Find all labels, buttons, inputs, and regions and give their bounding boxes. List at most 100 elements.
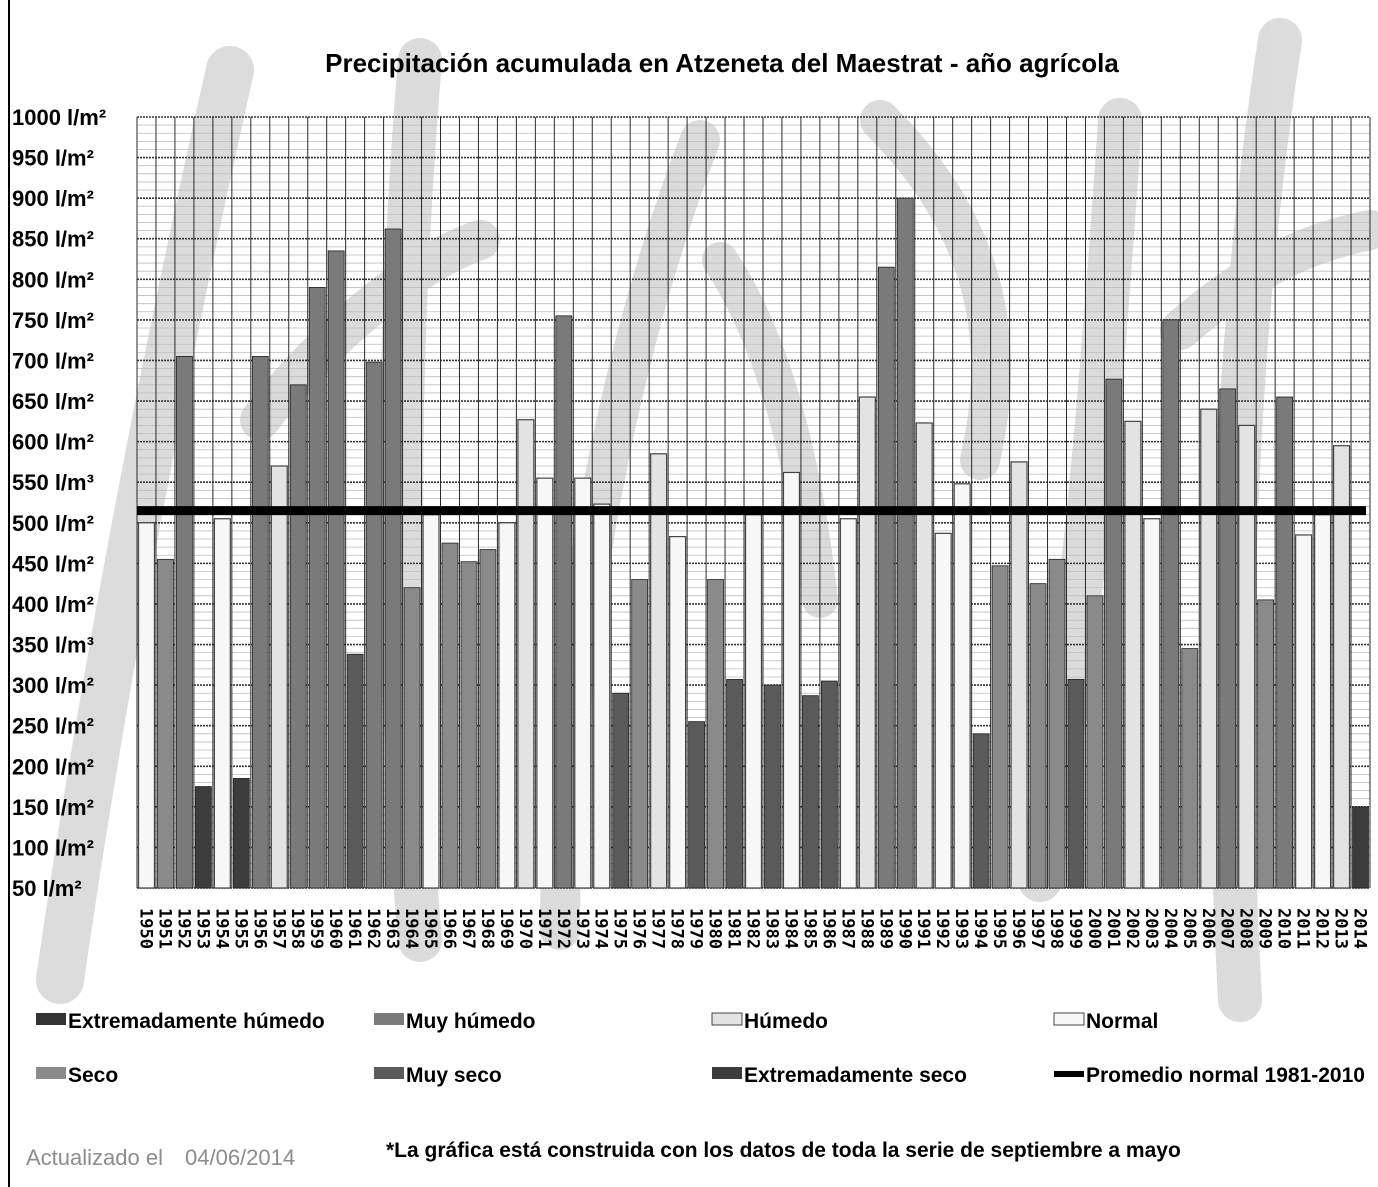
y-tick-label: 550 l/m³ [12,470,94,495]
x-tick-label: 1975 [610,908,630,949]
bar-1981 [726,679,743,889]
x-tick-label: 1978 [667,908,687,949]
bar-2006 [1200,408,1218,889]
x-tick-label: 1962 [363,908,383,949]
x-tick-label: 2012 [1312,908,1332,949]
y-tick-label: 850 l/m² [12,227,94,252]
x-tick-label: 1960 [325,908,345,949]
y-tick-label: 450 l/m² [12,551,94,576]
x-tick-label: 2009 [1255,908,1275,949]
bar-2013 [1332,445,1351,889]
bar-1973 [574,477,592,889]
x-tick-label: 2000 [1084,908,1104,949]
bar-1964 [403,587,421,889]
bar-1987 [839,518,857,889]
bar-2009 [1257,599,1275,889]
x-tick-label: 1994 [970,908,990,949]
bar-1950 [137,522,156,889]
category-grid-lines [136,117,1371,888]
bar-1974 [593,503,611,889]
x-tick-label: 1993 [951,908,971,949]
y-tick-label: 900 l/m² [12,186,94,211]
x-tick-label: 2005 [1179,908,1199,949]
bar-1980 [707,579,724,889]
x-tick-label: 2001 [1103,908,1123,949]
x-tick-label: 1984 [780,908,800,949]
legend-label: Extremadamente seco [744,1064,967,1087]
bar-2001 [1105,378,1123,889]
x-tick-label: 2003 [1141,908,1161,949]
bar-1982 [744,514,763,889]
legend-swatch [374,1067,404,1079]
bar-1992 [934,532,952,889]
x-tick-label: 1953 [192,908,212,949]
x-tick-label: 1992 [932,908,952,949]
updated-date: 04/06/2014 [185,1145,295,1170]
y-tick-label: 300 l/m² [12,673,94,698]
bar-1951 [157,558,174,889]
x-tick-label: 1990 [894,908,914,949]
bar-1993 [953,483,971,889]
bar-1975 [612,692,630,889]
y-tick-label: 800 l/m² [12,267,94,292]
y-tick-label: 50 l/m² [12,876,82,901]
bar-1999 [1067,679,1085,889]
bar-1978 [669,535,687,889]
bar-2003 [1143,518,1161,889]
bar-1962 [365,361,383,889]
bar-1991 [915,422,933,889]
x-tick-label: 1988 [856,908,876,949]
x-tick-label: 2008 [1236,908,1256,949]
x-tick-label: 1989 [875,908,895,949]
bar-1994 [972,733,990,889]
x-tick-label: 1964 [401,908,421,949]
bar-2000 [1086,595,1104,889]
x-axis-tick-labels: 1950195119521953195419551956195719581959… [135,908,1369,949]
x-tick-label: 1991 [913,908,933,949]
bar-1969 [498,522,516,889]
x-tick-label: 2011 [1293,908,1313,949]
legend-label: Húmedo [744,1010,828,1033]
bar-1977 [650,453,668,889]
x-tick-label: 1974 [591,908,611,949]
x-tick-label: 1971 [534,908,554,949]
bar-2005 [1181,648,1199,889]
bar-1958 [289,384,307,889]
x-tick-label: 1963 [382,908,402,949]
y-tick-label: 200 l/m² [12,754,94,779]
bar-2012 [1314,514,1332,889]
y-axis-tick-labels: 1000 l/m² 950 l/m² 900 l/m² 850 l/m² 800 l/m… [12,105,106,901]
y-tick-label: 1000 l/m² [12,105,106,130]
x-tick-label: 2002 [1122,908,1142,949]
x-tick-label: 1951 [154,908,174,949]
bar-1995 [991,565,1009,889]
bar-2002 [1124,420,1142,889]
x-tick-label: 1958 [287,908,307,949]
y-tick-label: 700 l/m² [12,348,94,373]
bar-1968 [479,549,497,889]
bar-1984 [782,471,801,889]
x-tick-label: 2013 [1331,908,1351,949]
bar-1963 [384,228,402,889]
x-tick-label: 1968 [477,908,497,949]
bar-1956 [251,356,269,889]
x-tick-label: 1966 [439,908,459,949]
bar-1972 [555,315,573,889]
y-tick-label: 250 l/m² [12,714,94,739]
x-tick-label: 1967 [458,908,478,949]
x-tick-label: 2010 [1274,908,1294,949]
x-tick-label: 1983 [761,908,781,949]
y-tick-label: 650 l/m² [12,389,94,414]
legend-swatch [1053,1012,1085,1026]
x-tick-label: 1955 [230,908,250,949]
x-tick-label: 1977 [648,908,668,949]
legend-label: Normal [1086,1010,1158,1033]
bar-1988 [858,396,876,889]
y-tick-label: 600 l/m² [12,430,94,455]
updated-label: Actualizado el [26,1145,163,1170]
y-tick-label: 750 l/m² [12,308,94,333]
legend-swatch [374,1013,404,1025]
x-tick-label: 1979 [686,908,706,949]
bar-1983 [764,684,781,889]
legend-swatch [36,1013,66,1025]
